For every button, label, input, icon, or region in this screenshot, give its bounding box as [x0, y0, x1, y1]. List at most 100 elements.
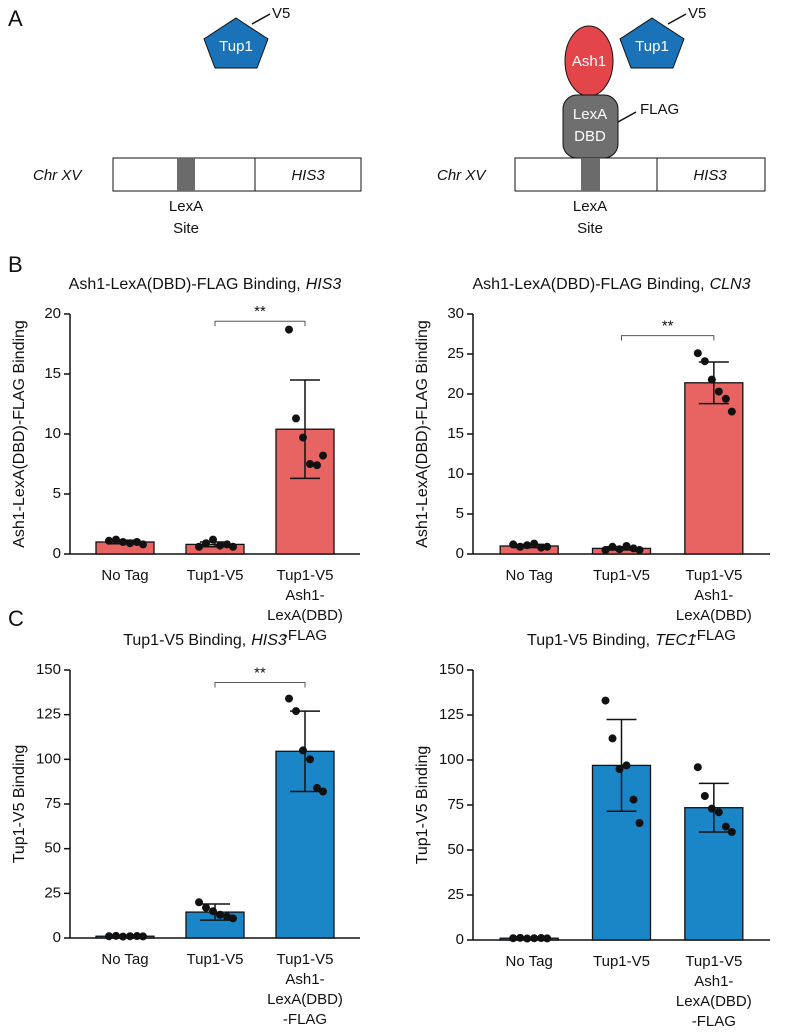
y-tick-label: 15 — [44, 365, 61, 382]
data-point — [195, 898, 203, 907]
data-point — [509, 934, 518, 943]
data-point — [139, 540, 147, 549]
data-point — [635, 546, 644, 554]
x-tick-label: LexA(DBD) — [676, 607, 752, 624]
tag-line — [617, 111, 637, 123]
significance-label: ** — [254, 303, 266, 320]
y-tick-label: 25 — [44, 884, 61, 901]
data-point — [601, 696, 610, 705]
dbd-shape — [562, 94, 619, 159]
data-point — [721, 822, 730, 831]
chart-title: Ash1-LexA(DBD)-FLAG Binding, HIS3 — [69, 276, 342, 293]
data-point — [543, 542, 552, 551]
data-point — [629, 795, 638, 804]
title-text: Tup1-V5 Binding, — [527, 632, 650, 649]
y-tick-label: 125 — [36, 706, 61, 723]
title-text: Tup1-V5 Binding, — [123, 632, 246, 649]
data-point — [700, 792, 709, 800]
site-label: Site — [173, 220, 199, 237]
y-tick-label: 75 — [447, 796, 464, 813]
data-point — [299, 433, 307, 442]
y-tick-label: 0 — [53, 545, 61, 562]
data-point — [516, 933, 525, 942]
data-point — [693, 349, 702, 358]
data-point — [707, 375, 716, 384]
data-point — [509, 540, 518, 549]
significance-bracket — [621, 335, 715, 341]
data-point — [615, 545, 624, 554]
x-tick-label: Ash1- — [694, 973, 733, 990]
data-point — [319, 451, 327, 460]
dbd-label: LexA — [573, 106, 607, 123]
data-point — [530, 539, 539, 548]
diagram-left: Tup1 V5 Chr XV HIS3 LexA Site — [33, 5, 362, 237]
x-tick-label: -FLAG — [692, 627, 736, 644]
data-point — [629, 544, 638, 553]
significance-label: ** — [662, 318, 674, 335]
data-point — [615, 765, 624, 773]
chart-title: Ash1-LexA(DBD)-FLAG Binding, CLN3 — [473, 276, 751, 293]
y-tick-label: 100 — [439, 751, 464, 768]
tag-label: V5 — [688, 5, 706, 22]
significance-label: ** — [254, 664, 266, 681]
gene-label: HIS3 — [291, 167, 325, 184]
data-point — [537, 934, 546, 943]
x-tick-label: Tup1-V5 — [685, 953, 742, 970]
panel-label: B — [8, 252, 23, 277]
data-point — [693, 763, 702, 772]
x-tick-label: -FLAG — [283, 1011, 327, 1028]
data-point — [285, 325, 293, 334]
x-tick-label: Tup1-V5 — [593, 567, 650, 584]
y-tick-label: 20 — [447, 385, 464, 402]
panel-label: C — [8, 606, 24, 631]
y-axis-label: Ash1-LexA(DBD)-FLAG Binding — [414, 320, 431, 548]
chromosome-box — [112, 157, 362, 192]
data-point — [105, 932, 113, 941]
tag-line — [667, 13, 687, 25]
y-axis-label: Tup1-V5 Binding — [11, 745, 28, 864]
data-point — [195, 542, 203, 551]
data-point — [119, 932, 127, 941]
data-point — [306, 460, 314, 468]
diagram-right: Tup1 V5 Ash1 LexA DBD FLAG Chr XV HIS3 L… — [437, 5, 766, 237]
y-tick-label: 10 — [447, 465, 464, 482]
data-point — [299, 746, 307, 755]
tag-line — [251, 13, 271, 25]
y-tick-label: 100 — [36, 750, 61, 767]
x-tick-label: Ash1- — [285, 971, 324, 988]
panel-label: A — [8, 6, 23, 31]
x-tick-label: -FLAG — [692, 1013, 736, 1030]
gene-label: HIS3 — [693, 167, 727, 184]
chromosome-box — [514, 157, 766, 192]
y-tick-label: 50 — [447, 841, 464, 858]
chart: Tup1-V5 Binding, HIS3 Tup1-V5 Binding 0 25 50… — [11, 632, 360, 1028]
chart: Ash1-LexA(DBD)-FLAG Binding, CLN3 Ash1-Lex… — [414, 276, 770, 644]
site-label: Site — [577, 220, 603, 237]
tag-label: FLAG — [640, 101, 679, 118]
data-point — [714, 808, 723, 817]
x-tick-label: No Tag — [101, 951, 148, 968]
title-gene: HIS3 — [251, 632, 287, 649]
data-point — [209, 907, 217, 916]
data-point — [313, 461, 321, 470]
data-point — [292, 414, 300, 423]
data-point — [608, 542, 617, 551]
title-gene: CLN3 — [710, 276, 751, 293]
title-gene: TEC1 — [655, 632, 696, 649]
y-tick-label: 5 — [53, 485, 61, 502]
data-point — [285, 694, 293, 703]
data-point — [223, 912, 231, 921]
y-tick-label: 150 — [439, 661, 464, 678]
dbd-label: DBD — [574, 128, 606, 145]
y-tick-label: 125 — [439, 706, 464, 723]
y-tick-label: 0 — [456, 931, 464, 948]
data-point — [622, 542, 631, 550]
lexa-site — [177, 158, 195, 191]
y-tick-label: 150 — [36, 661, 61, 678]
y-tick-label: 5 — [456, 505, 464, 522]
data-point — [306, 755, 314, 764]
x-tick-label: Ash1- — [285, 587, 324, 604]
fusion-label: Ash1 — [572, 53, 606, 70]
y-tick-label: 30 — [447, 305, 464, 322]
